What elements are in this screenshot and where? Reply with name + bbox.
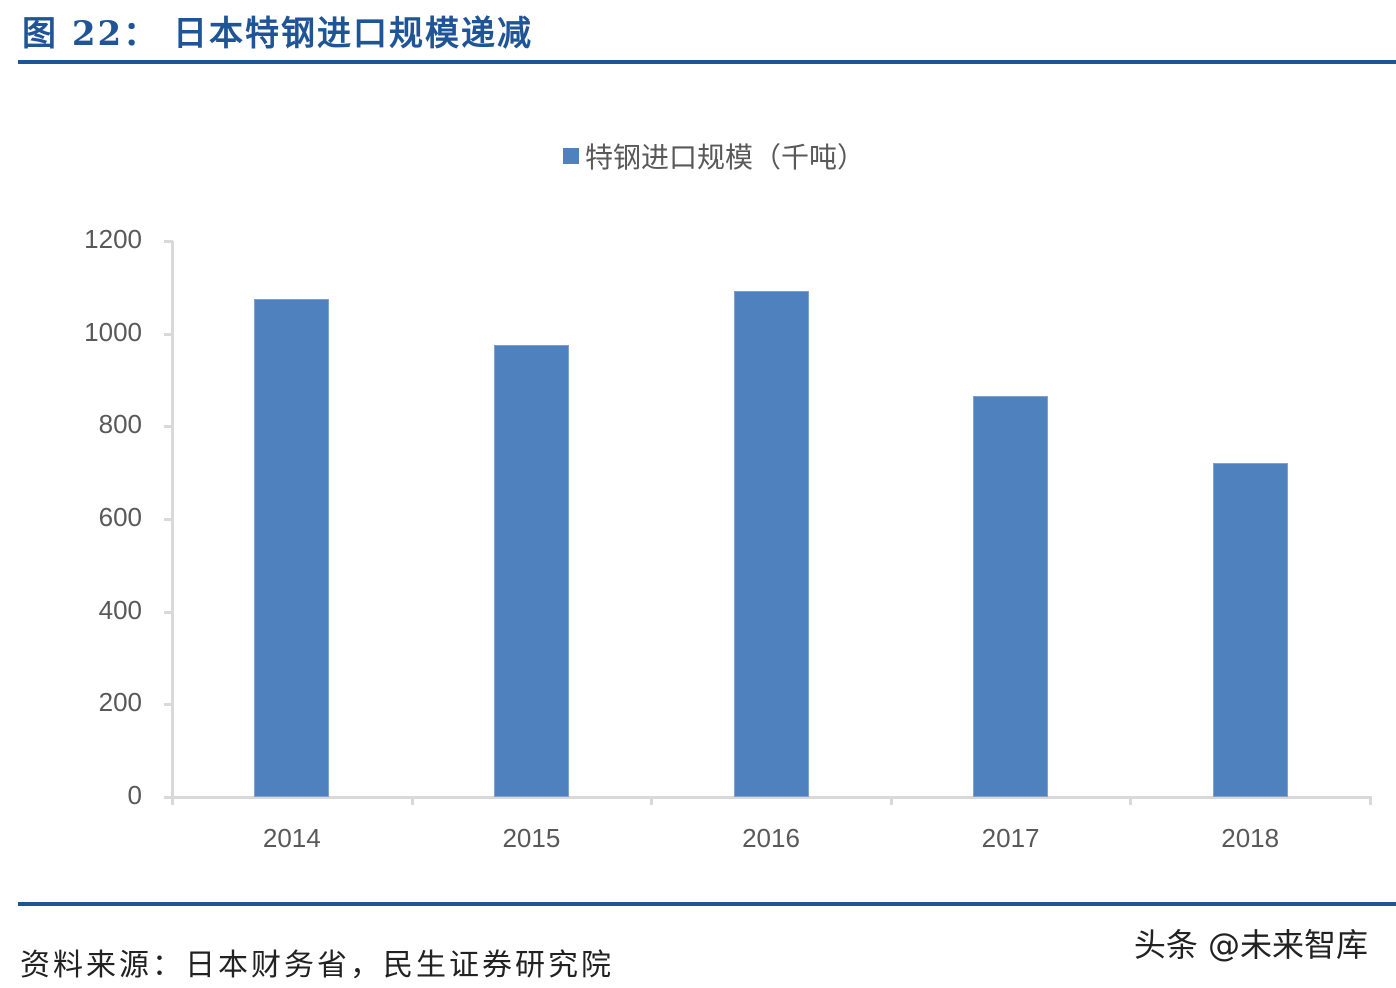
bar-2014 [254,298,330,797]
x-tick-label: 2017 [981,823,1040,853]
bar-2016 [733,291,809,797]
x-tick [171,796,174,805]
x-tick [889,796,893,805]
x-axis [164,796,1371,799]
x-tick [650,796,654,805]
title-divider [18,60,1396,64]
y-tick [164,332,173,336]
watermark: 头条 @未来智库 [1133,926,1368,964]
x-tick-label: 2014 [262,823,321,853]
bar-2017 [973,395,1049,797]
y-tick [164,796,173,799]
y-tick [164,240,173,243]
footer-divider [18,902,1396,906]
x-tick [410,796,414,805]
y-tick-label: 800 [98,409,142,440]
y-tick-label: 0 [127,780,142,810]
y-tick-label: 1000 [84,316,142,347]
y-tick [164,610,173,614]
y-tick-label: 200 [98,687,142,718]
y-tick-label: 400 [98,594,142,625]
x-tick [1129,796,1133,805]
bar-chart: 0 200 400 600 800 1000 1200 2014 2015 2016 2017 20… [84,224,1372,853]
legend-label: 特钢进口规模（千吨） [585,141,866,174]
bar-2015 [493,344,569,797]
y-tick [164,425,173,429]
x-tick [1369,796,1372,805]
y-tick-label: 1200 [84,224,142,254]
y-tick-label: 600 [98,502,142,532]
y-axis [171,241,174,804]
y-tick [164,703,173,707]
legend-swatch-icon [563,148,579,164]
y-tick [164,518,173,521]
bar-2018 [1212,462,1288,797]
chart-legend: 特钢进口规模（千吨） [563,136,865,176]
x-tick-label: 2018 [1221,823,1280,853]
figure-title: 图 22： 日本特钢进口规模递减 [22,14,533,54]
x-tick-label: 2015 [502,823,561,853]
x-tick-label: 2016 [742,823,800,853]
source-note: 资料来源：日本财务省，民生证券研究院 [20,948,614,983]
